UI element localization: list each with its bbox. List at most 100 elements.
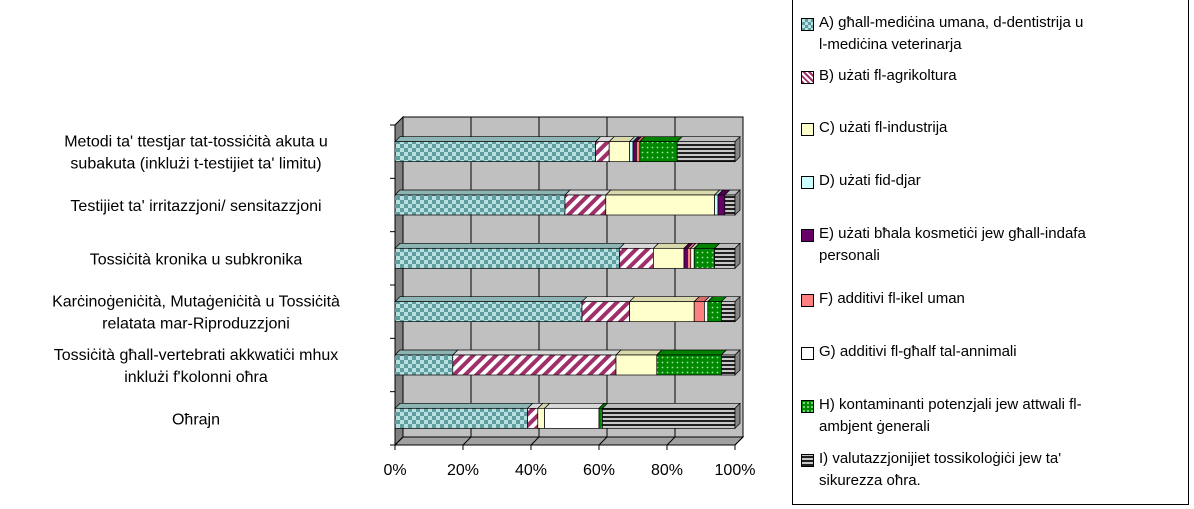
bar-segment-top [652,242,690,249]
legend-label: H) kontaminanti potenzjali jew attwali f… [819,394,1181,438]
bar-segment [693,301,705,323]
bar-segment-top [394,296,588,303]
gridline-floor [394,436,404,446]
x-tick-label: 100% [715,462,756,479]
category-label: Tossiċità għall-vertebrati akkwatiċi mhu… [54,347,339,364]
bar-end-side [734,295,741,323]
bar-segment-top [564,189,612,196]
bar-segment [544,407,600,429]
bar-segment [598,407,603,429]
bar-segment-top [655,349,728,356]
legend: A) għall-mediċina umana, d-dentistrija u… [792,0,1189,505]
legend-swatch [801,176,814,189]
legend-item: E) użati bħala kosmetiċi jew għall-indaf… [801,223,1181,267]
plot-floor [393,436,745,446]
bar-segment [721,301,736,323]
x-tick-label: 0% [383,462,406,479]
legend-label: I) valutazzjonijiet tossikoloġiċi jew ta… [819,448,1181,492]
bar-segment [608,141,630,163]
x-tick-label: 20% [447,462,479,479]
bar-segment [687,247,692,269]
legend-swatch [801,229,814,242]
legend-label-line: I) valutazzjonijiet tossikoloġiċi jew ta… [819,450,1062,467]
bar-segment [707,301,722,323]
bar-segment-top [581,296,636,303]
legend-swatch [801,347,814,360]
bar-end-side [734,135,741,163]
bar-segment [527,407,539,429]
legend-label-line: personali [819,247,880,264]
bar-segment [537,407,545,429]
bar-segment [704,301,709,323]
bar-segment-top [394,136,602,143]
plot-side-wall [394,115,404,447]
bar-segment [724,194,736,216]
bar-segment [693,247,715,269]
legend-label-line: sikurezza oħra. [819,472,921,489]
bar-segment [581,301,630,323]
bar-segment [615,354,658,376]
x-tick-label: 60% [583,462,615,479]
bar-segment [676,141,736,163]
legend-label: D) użati fid-djar [819,170,1181,192]
legend-label-line: H) kontaminanti potenzjali jew attwali f… [819,396,1082,413]
gridline-floor [598,436,608,446]
category-label: Oħrajn [172,411,220,428]
bar-segment [656,354,722,376]
legend-item: A) għall-mediċina umana, d-dentistrija u… [801,12,1181,56]
category-label: Tossiċità kronika u subkronika [90,251,303,268]
gridline-floor [734,436,744,446]
x-tick-label: 80% [651,462,683,479]
legend-label-line: F) additivi fl-ikel uman [819,290,965,307]
category-label: Metodi ta' ttestjar tat-tossiċità akuta … [64,134,328,151]
bar-segment-top [676,136,741,143]
legend-item: C) użati fl-industrija [801,117,1181,139]
bar-end-side [734,402,741,430]
legend-swatch [801,454,814,467]
legend-item: D) użati fid-djar [801,170,1181,192]
legend-label: E) użati bħala kosmetiċi jew għall-indaf… [819,223,1181,267]
bar-segment [394,247,620,269]
bar-segment-top [394,242,626,249]
legend-label: A) għall-mediċina umana, d-dentistrija u… [819,12,1181,56]
x-tick-label: 40% [515,462,547,479]
legend-label-line: D) użati fid-djar [819,172,921,189]
legend-swatch [801,294,814,307]
bar-segment [717,194,726,216]
bar-segment [690,247,695,269]
bar-segment [653,247,685,269]
bar-end-side [734,189,741,216]
bar-segment [714,247,736,269]
bar-end-side [734,349,741,376]
legend-item: B) użati fl-agrikoltura [801,65,1181,87]
legend-label-line: l-mediċina veterinarja [819,36,962,53]
bar-segment-top [638,136,684,143]
bar-segment [394,407,528,429]
bar-segment [595,141,610,163]
bar-segment [636,141,641,163]
stacked-bar-chart: 0% 20% 40% 60% 80% 100% Metodi ta' ttestjar ta… [52,115,756,479]
legend-swatch [801,71,814,84]
legend-label: C) użati fl-industrija [819,117,1181,139]
legend-label-line: ambjent ġenerali [819,418,930,435]
bar-segment [564,194,607,216]
category-label: subakuta (inklużi t-testijiet ta' limitu… [70,156,321,173]
category-label: inklużi f'kolonni oħra [124,369,268,386]
category-label: Karċinoġeniċità, Mutaġeniċità u Tossiċit… [52,294,340,311]
bar-segment-top [394,189,571,196]
bar-segment-top [451,349,622,356]
bar-end-side [734,242,741,270]
gridline-floor [666,436,676,446]
bar-segment-top [618,242,660,249]
plot-back-wall [402,116,744,438]
bar-segment [619,247,654,269]
legend-label: B) użati fl-agrikoltura [819,65,1181,87]
bar-segment-top [394,402,534,409]
legend-label-line: G) additivi fl-għalf tal-annimali [819,343,1017,360]
bar-segment [394,141,596,163]
legend-item: I) valutazzjonijiet tossikoloġiċi jew ta… [801,448,1181,492]
bar-segment [629,141,634,163]
bar-segment [394,194,566,216]
bar-segment-top [604,189,721,196]
legend-label-line: B) użati fl-agrikoltura [819,67,957,84]
